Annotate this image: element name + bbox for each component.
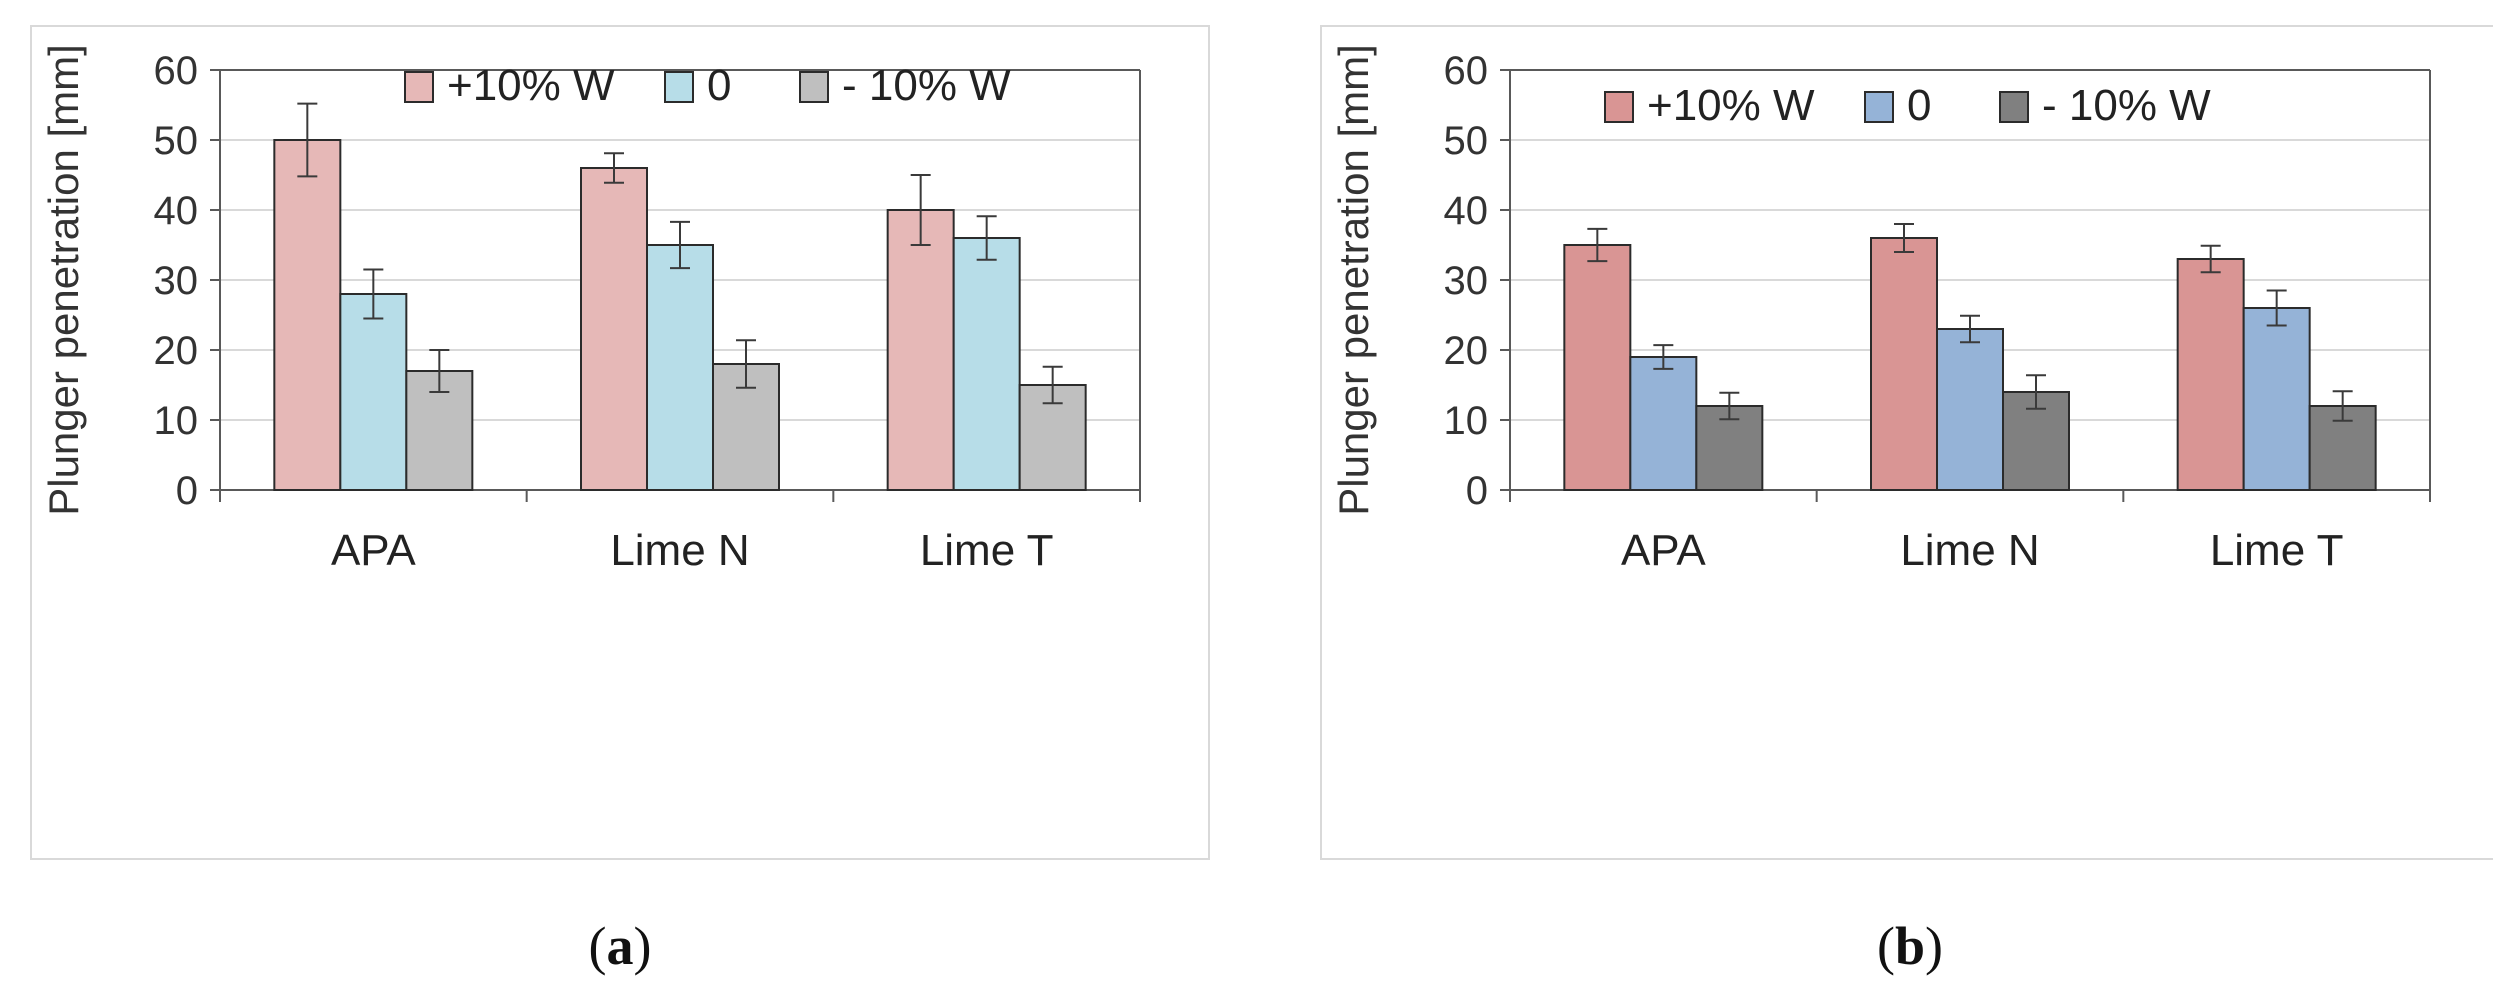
legend-swatch — [799, 71, 829, 103]
y-tick-label: 0 — [176, 469, 198, 513]
bar — [2242, 307, 2311, 491]
legend-label: +10% W — [1647, 81, 1815, 130]
y-tick-label: 30 — [154, 259, 199, 303]
y-tick-label: 50 — [154, 119, 199, 163]
y-tick-label: 30 — [1444, 259, 1489, 303]
y-axis-label: Plunger penetration [mm] — [40, 44, 87, 516]
bar — [273, 139, 342, 491]
y-tick-label: 10 — [1444, 399, 1489, 443]
legend-label: - 10% W — [2042, 81, 2211, 130]
y-tick-label: 10 — [154, 399, 199, 443]
y-tick-label: 20 — [154, 329, 199, 373]
x-tick-label: Lime N — [610, 526, 749, 575]
bar — [1870, 237, 1938, 491]
caption-b: (b) — [1876, 916, 1943, 976]
bar-chart-a: 0 10 20 30 40 50 60 APA Lime N Lime T Plunger pene… — [40, 44, 1141, 575]
bar — [952, 237, 1021, 491]
legend-label: 0 — [1907, 81, 1931, 130]
legend-swatch — [1999, 91, 2029, 123]
y-tick-label: 50 — [1444, 119, 1489, 163]
bar — [2176, 258, 2245, 491]
y-tick-label: 40 — [154, 189, 199, 233]
x-tick-label: Lime N — [1900, 526, 2039, 575]
y-tick-label: 20 — [1444, 329, 1489, 373]
y-tick-label: 60 — [154, 49, 199, 93]
bar — [580, 167, 648, 491]
caption-letter-a: a — [606, 916, 634, 976]
x-tick-label: Lime T — [920, 526, 1054, 575]
bar — [646, 244, 714, 491]
caption-a: (a) — [588, 916, 652, 976]
y-axis-label: Plunger penetration [mm] — [1330, 44, 1377, 516]
bar-chart-b: 0 10 20 30 40 50 60 APA Lime N Lime T Plunger pene… — [1330, 44, 2431, 575]
bar — [886, 209, 955, 491]
x-tick-label: APA — [331, 526, 416, 575]
x-tick-label: APA — [1621, 526, 1706, 575]
legend-swatch — [1604, 91, 1634, 123]
panel-b: 0 10 20 30 40 50 60 APA Lime N Lime T Plunger pene… — [1320, 0, 2493, 990]
x-tick-label: Lime T — [2210, 526, 2344, 575]
legend-swatch — [404, 71, 434, 103]
panel-a: 0 10 20 30 40 50 60 APA Lime N Lime T Plunger pene… — [30, 0, 1210, 990]
y-tick-label: 40 — [1444, 189, 1489, 233]
legend-label: +10% W — [447, 61, 615, 110]
bar — [1563, 244, 1632, 491]
bar — [1629, 356, 1698, 491]
caption-letter-b: b — [1894, 916, 1926, 976]
legend-label: 0 — [707, 61, 731, 110]
y-tick-label: 60 — [1444, 49, 1489, 93]
legend-swatch — [664, 71, 694, 103]
legend-label: - 10% W — [842, 61, 1011, 110]
legend-swatch — [1864, 91, 1894, 123]
bar — [1936, 328, 2004, 491]
bar — [339, 293, 408, 491]
y-tick-label: 0 — [1466, 469, 1488, 513]
